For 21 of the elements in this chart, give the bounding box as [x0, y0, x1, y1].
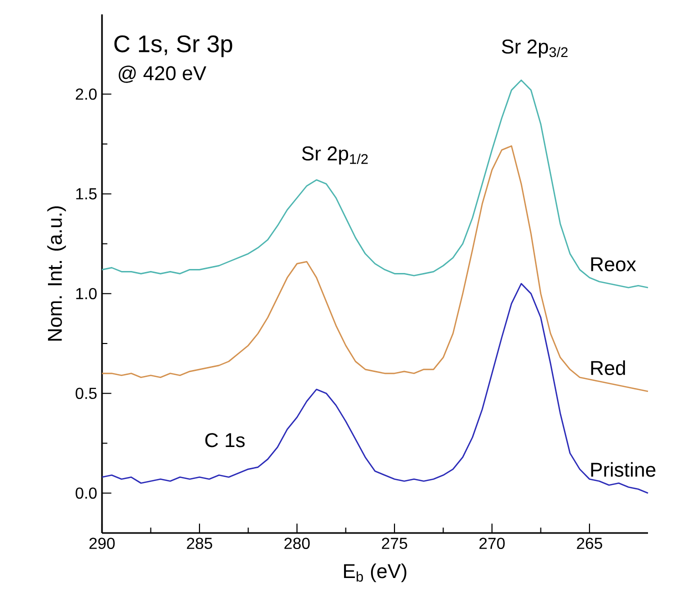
text: @ 420 eV — [118, 66, 206, 83]
x-tick-label: 280 — [284, 538, 310, 550]
y-tick-label: 2.0 — [76, 88, 97, 100]
series-label: Red — [591, 360, 625, 376]
annotation: Sr 2p$_{1/2}$ — [302, 146, 368, 164]
x-tick-label: 265 — [576, 538, 602, 550]
series-label: Reox — [591, 257, 636, 272]
annotation: C 1s — [205, 433, 245, 448]
y-tick-label: 1.0 — [76, 288, 97, 300]
x-tick-label: 290 — [89, 538, 115, 550]
x-axis-title: E$_{b}$ (eV) — [344, 564, 406, 582]
y-axis-title: Nom. Int. (a.u.) — [47, 206, 66, 341]
y-tick-label: 0.5 — [76, 388, 97, 400]
y-tick-label: 0.0 — [76, 487, 97, 499]
y-tick-label: 1.5 — [76, 188, 97, 200]
x-tick-label: 270 — [479, 538, 505, 550]
text: C 1s, Sr 3p — [114, 35, 232, 58]
x-tick-label: 275 — [382, 538, 408, 550]
annotation: Sr 2p$_{3/2}$ — [502, 40, 568, 58]
series-label: Pristine — [591, 462, 656, 477]
x-tick-label: 285 — [186, 538, 212, 550]
